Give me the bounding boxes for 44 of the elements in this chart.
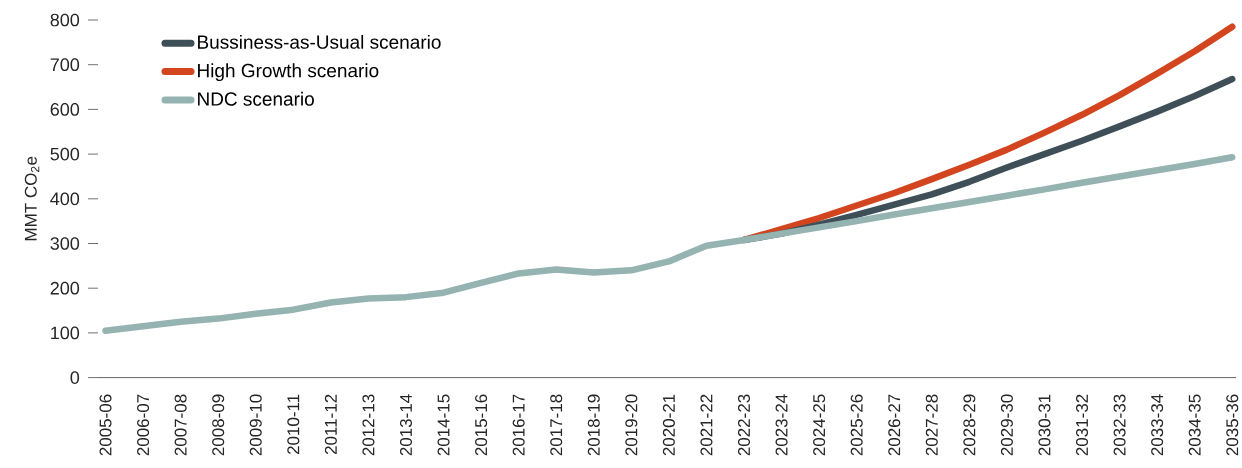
x-tick-label: 2007-08	[174, 394, 187, 456]
x-tick-label: 2031-32	[1076, 394, 1089, 456]
x-tick-label: 2006-07	[137, 394, 150, 456]
x-tick-label: 2034-35	[1188, 394, 1201, 456]
y-axis-title: MMT CO$_{2}$e	[24, 156, 40, 241]
x-tick-label: 2012-13	[362, 394, 375, 456]
x-tick-label: 2008-09	[212, 394, 225, 456]
y-tick-label: 100	[51, 326, 80, 340]
legend-label: Bussiness-as-Usual scenario	[198, 34, 441, 49]
x-tick-label: 2013-14	[399, 394, 412, 456]
x-tick-label: 2028-29	[963, 394, 976, 456]
x-tick-label: 2019-20	[625, 394, 638, 456]
x-tick-label: 2030-31	[1038, 394, 1051, 456]
x-tick-label: 2005-06	[99, 394, 112, 456]
x-tick-label: 2009-10	[249, 394, 262, 456]
y-tick-label: 0	[70, 371, 80, 384]
x-tick-label: 2026-27	[888, 394, 901, 456]
x-tick-label: 2017-18	[550, 394, 563, 456]
y-tick-label: 400	[50, 192, 80, 206]
x-tick-label: 2014-15	[437, 394, 450, 456]
x-tick-label: 2021-22	[700, 394, 713, 456]
x-tick-label: 2020-21	[662, 394, 675, 456]
x-tick-label: 2022-23	[737, 394, 751, 456]
y-tick-label: 300	[50, 237, 80, 250]
y-tick-label: 200	[50, 281, 80, 295]
y-tick-label: 800	[50, 13, 80, 27]
x-tick-label: 2011-12	[324, 394, 337, 455]
x-tick-label: 2015-16	[475, 394, 488, 456]
y-tick-label: 500	[50, 147, 80, 161]
x-tick-label: 2033-34	[1151, 394, 1164, 456]
legend-label: High Growth scenario	[198, 63, 379, 82]
x-tick-label: 2016-17	[512, 394, 525, 456]
x-tick-label: 2035-36	[1226, 394, 1239, 456]
x-tick-label: 2032-33	[1113, 394, 1126, 456]
x-tick-label: 2027-28	[925, 394, 938, 456]
x-tick-label: 2023-24	[775, 394, 788, 456]
x-tick-label: 2024-25	[813, 394, 826, 456]
y-tick-label: 600	[50, 103, 80, 116]
x-tick-label: 2029-30	[1000, 394, 1013, 456]
x-tick-label: 2018-19	[587, 394, 600, 456]
x-tick-label: 2010-11	[287, 394, 300, 455]
y-tick-label: 700	[50, 58, 80, 72]
legend-label: NDC scenario	[198, 91, 314, 106]
x-tick-label: 2025-26	[850, 394, 863, 456]
